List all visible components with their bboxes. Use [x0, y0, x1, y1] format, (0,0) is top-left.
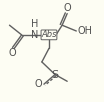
Text: N: N — [31, 30, 38, 40]
Text: H: H — [31, 19, 38, 29]
Text: OH: OH — [77, 26, 92, 36]
Text: Abs: Abs — [41, 30, 57, 39]
Text: S: S — [51, 69, 59, 79]
Text: O: O — [63, 3, 71, 13]
Text: O: O — [34, 79, 42, 89]
Text: O: O — [9, 48, 16, 58]
FancyBboxPatch shape — [41, 30, 57, 40]
